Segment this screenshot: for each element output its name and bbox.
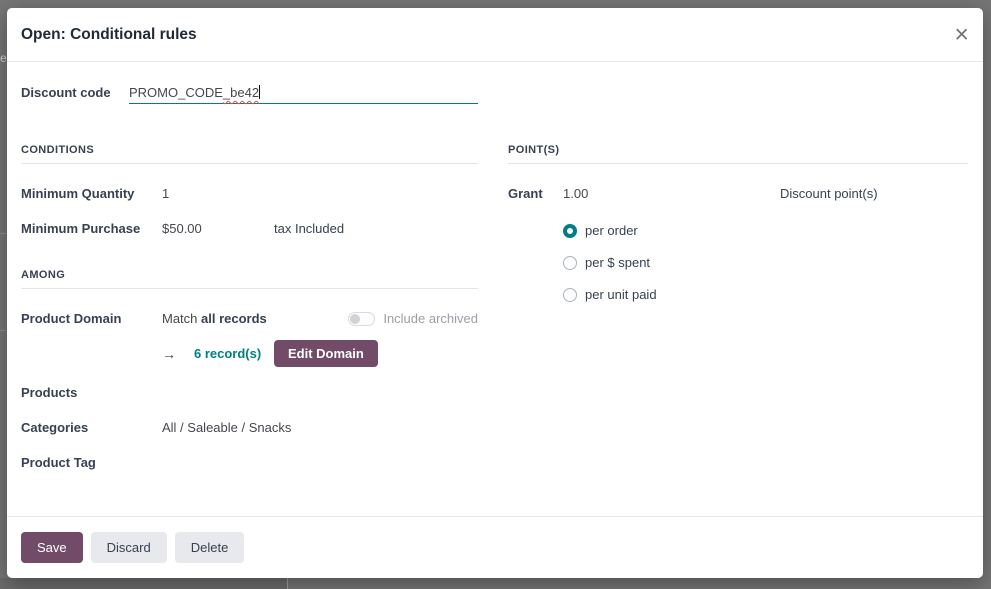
minimum-purchase-row: Minimum Purchase $50.00 tax Included bbox=[21, 221, 478, 237]
modal-header: Open: Conditional rules × bbox=[7, 8, 983, 62]
discount-code-row: Discount code PROMO_CODE_be42 bbox=[21, 85, 968, 104]
product-domain-row: Product Domain Match all records Include… bbox=[21, 311, 478, 367]
points-section-title: POINT(S) bbox=[508, 144, 560, 156]
radio-option-per-dollar-spent[interactable]: per $ spent bbox=[563, 255, 968, 270]
left-column: CONDITIONS Minimum Quantity 1 Minimum Pu… bbox=[21, 144, 478, 490]
text-cursor bbox=[259, 85, 261, 99]
minimum-quantity-label: Minimum Quantity bbox=[21, 186, 135, 201]
section-divider bbox=[508, 163, 968, 164]
conditions-section-title: CONDITIONS bbox=[21, 144, 95, 156]
radio-option-per-unit-paid[interactable]: per unit paid bbox=[563, 287, 968, 302]
close-icon[interactable]: × bbox=[954, 20, 969, 48]
grant-suffix: Discount point(s) bbox=[780, 186, 878, 201]
discount-code-value-prefix: PROMO_CODE bbox=[129, 85, 223, 100]
among-section-title: AMONG bbox=[21, 269, 66, 281]
include-archived-toggle[interactable] bbox=[348, 311, 376, 326]
minimum-quantity-row: Minimum Quantity 1 bbox=[21, 186, 478, 202]
radio-selected-icon bbox=[563, 223, 577, 238]
include-archived-label: Include archived bbox=[383, 311, 478, 326]
grant-value[interactable]: 1.00 bbox=[563, 186, 589, 201]
discount-code-value-misspelled: _be42 bbox=[222, 85, 260, 100]
products-label: Products bbox=[21, 385, 78, 400]
minimum-quantity-value[interactable]: 1 bbox=[162, 186, 170, 201]
delete-button[interactable]: Delete bbox=[174, 532, 245, 563]
modal-body: Discount code PROMO_CODE_be42 CONDITIONS… bbox=[7, 62, 983, 516]
product-domain-label: Product Domain bbox=[21, 311, 122, 326]
products-row: Products bbox=[21, 385, 478, 401]
backdrop-table-region bbox=[0, 578, 287, 589]
right-column: POINT(S) Grant 1.00 Discount point(s) pe… bbox=[508, 144, 968, 490]
domain-match-text: Match all records bbox=[162, 311, 267, 326]
product-tag-label: Product Tag bbox=[21, 455, 96, 470]
toggle-knob-icon bbox=[350, 313, 361, 324]
section-divider bbox=[21, 163, 478, 164]
arrow-right-icon: → bbox=[162, 345, 176, 362]
records-count-link[interactable]: 6 record(s) bbox=[194, 346, 262, 361]
backdrop-row-divider bbox=[0, 330, 7, 331]
save-button[interactable]: Save bbox=[21, 532, 83, 563]
conditional-rules-modal: Open: Conditional rules × Discount code … bbox=[7, 8, 983, 578]
categories-row: Categories All / Saleable / Snacks bbox=[21, 420, 478, 436]
edit-domain-button[interactable]: Edit Domain bbox=[274, 340, 378, 367]
categories-value[interactable]: All / Saleable / Snacks bbox=[162, 420, 292, 435]
backdrop-clipped-text: er bbox=[0, 51, 11, 65]
discount-code-input[interactable]: PROMO_CODE_be42 bbox=[129, 85, 478, 104]
radio-option-per-order[interactable]: per order bbox=[563, 223, 968, 238]
modal-title: Open: Conditional rules bbox=[21, 25, 197, 43]
product-tag-row: Product Tag bbox=[21, 455, 478, 471]
radio-unselected-icon bbox=[563, 287, 577, 302]
modal-footer: Save Discard Delete bbox=[7, 516, 983, 578]
discard-button[interactable]: Discard bbox=[90, 532, 167, 563]
grant-label: Grant bbox=[508, 186, 543, 201]
grant-mode-radio-group: per order per $ spent per unit paid bbox=[563, 223, 968, 302]
categories-label: Categories bbox=[21, 420, 89, 435]
minimum-purchase-suffix: tax Included bbox=[274, 221, 345, 236]
grant-row: Grant 1.00 Discount point(s) bbox=[508, 186, 968, 202]
radio-unselected-icon bbox=[563, 255, 577, 270]
backdrop-row-divider bbox=[0, 233, 7, 234]
backdrop-column-divider bbox=[287, 578, 288, 589]
discount-code-label: Discount code bbox=[21, 85, 111, 100]
minimum-purchase-label: Minimum Purchase bbox=[21, 221, 141, 236]
minimum-purchase-value[interactable]: $50.00 bbox=[162, 221, 202, 236]
section-divider bbox=[21, 288, 478, 289]
